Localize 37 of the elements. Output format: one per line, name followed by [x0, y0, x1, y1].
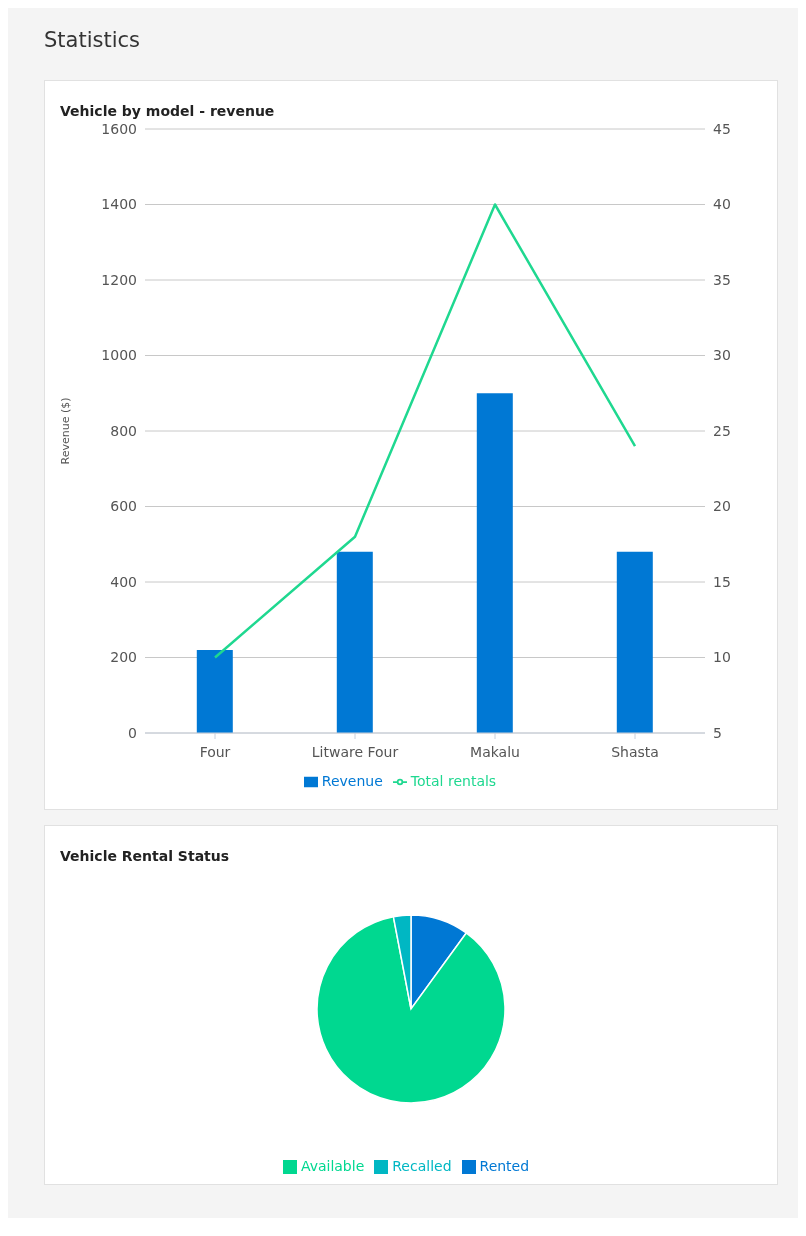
y-tick-label: 600	[110, 498, 137, 515]
y2-tick-label: 5	[713, 724, 722, 741]
legend-label: Available	[300, 1158, 365, 1174]
y-tick-label: 800	[110, 422, 137, 439]
y2-tick-label: 25	[713, 422, 731, 439]
y2-tick-label: 35	[713, 271, 731, 288]
bar	[336, 551, 373, 733]
y2-tick-label: 45	[713, 120, 731, 137]
y2-tick-label: 15	[713, 573, 731, 590]
legend-label: Rented	[479, 1158, 530, 1174]
x-tick-label: Shasta	[611, 743, 659, 760]
x-tick-label: Litware Four	[311, 743, 399, 760]
y-axis-title: Revenue ($)	[58, 397, 72, 465]
y-tick-label: 0	[128, 724, 137, 741]
y-tick-label: 1200	[101, 271, 137, 288]
bar	[616, 551, 653, 733]
legend-label: Recalled	[392, 1158, 452, 1174]
text: Statistics	[44, 28, 141, 52]
chart-title: Vehicle by model - revenue	[59, 102, 276, 119]
line-series	[213, 203, 637, 659]
y2-tick-label: 10	[713, 649, 731, 666]
text: Vehicle Rental Status	[59, 847, 231, 864]
y-tick-label: 1400	[101, 196, 137, 213]
y2-tick-label: 40	[713, 196, 731, 213]
y2-tick-label: 20	[713, 498, 731, 515]
y-tick-label: 1000	[101, 347, 137, 364]
legend-label: Revenue	[321, 773, 383, 789]
y-tick-label: 200	[110, 649, 137, 666]
x-tick-label: Makalu	[470, 743, 520, 760]
legend-label: Total rentals	[410, 773, 497, 789]
pie-slice	[316, 915, 506, 1104]
y-tick-label: 400	[110, 573, 137, 590]
x-tick-label: Four	[199, 743, 231, 760]
y-tick-label: 1600	[101, 120, 137, 137]
bar	[196, 649, 233, 733]
y2-tick-label: 30	[713, 347, 731, 364]
bar	[476, 393, 513, 733]
